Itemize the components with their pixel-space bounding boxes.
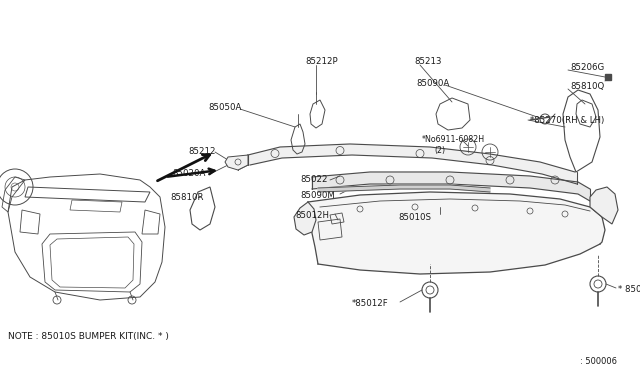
Text: 85810R: 85810R [170,192,204,202]
Text: * 85012F: * 85012F [618,285,640,295]
Text: 85022: 85022 [300,174,328,183]
Text: 85020A: 85020A [172,170,205,179]
Polygon shape [225,155,248,170]
Polygon shape [308,192,605,274]
Text: : 500006: : 500006 [580,357,617,366]
Text: 85206G: 85206G [570,62,604,71]
Polygon shape [590,187,618,224]
Text: 85090A: 85090A [416,80,449,89]
Text: *85270(RH & LH): *85270(RH & LH) [530,115,604,125]
Text: (2): (2) [434,145,445,154]
Text: 85810Q: 85810Q [570,83,604,92]
Text: 85050A: 85050A [208,103,241,112]
Text: NOTE : 85010S BUMPER KIT(INC. * ): NOTE : 85010S BUMPER KIT(INC. * ) [8,333,169,341]
Polygon shape [294,202,316,235]
Polygon shape [318,185,490,192]
Text: *No6911-6082H: *No6911-6082H [422,135,485,144]
Text: 85010S: 85010S [398,212,431,221]
Text: 85090M: 85090M [300,190,335,199]
Text: 85212: 85212 [188,148,216,157]
Polygon shape [248,144,577,184]
Polygon shape [312,172,590,201]
Text: 85213: 85213 [414,58,442,67]
Text: 85212P: 85212P [305,58,338,67]
Text: 85012H: 85012H [295,211,329,219]
Text: *85012F: *85012F [352,299,388,308]
